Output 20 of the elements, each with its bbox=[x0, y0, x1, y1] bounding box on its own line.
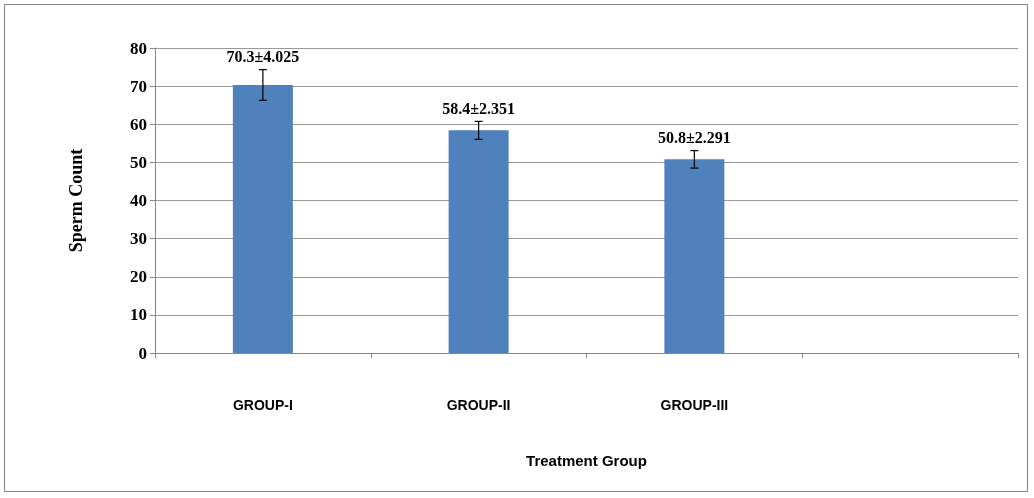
data-label: 70.3±4.025 bbox=[226, 47, 300, 65]
y-tick-label: 0 bbox=[138, 343, 147, 363]
y-tick-label: 30 bbox=[130, 229, 147, 249]
y-tick-label: 60 bbox=[130, 114, 147, 134]
y-tick-label: 70 bbox=[130, 76, 147, 96]
y-tick-label: 20 bbox=[130, 267, 147, 287]
bar bbox=[448, 130, 509, 353]
bar bbox=[664, 159, 725, 353]
bar bbox=[232, 84, 293, 353]
y-tick-label: 50 bbox=[130, 152, 147, 172]
y-axis-title: Sperm Count bbox=[66, 148, 86, 253]
x-axis-title: Treatment Group bbox=[526, 452, 647, 469]
y-tick-label: 80 bbox=[130, 38, 147, 58]
y-tick-label: 10 bbox=[130, 305, 147, 325]
y-tick-label: 40 bbox=[130, 191, 147, 210]
x-tick-label: GROUP-III bbox=[660, 397, 729, 413]
data-label: 50.8±2.291 bbox=[657, 128, 731, 146]
data-label: 58.4±2.351 bbox=[442, 99, 516, 117]
x-tick-label: GROUP-I bbox=[232, 397, 293, 413]
x-tick-label: GROUP-II bbox=[446, 397, 511, 413]
